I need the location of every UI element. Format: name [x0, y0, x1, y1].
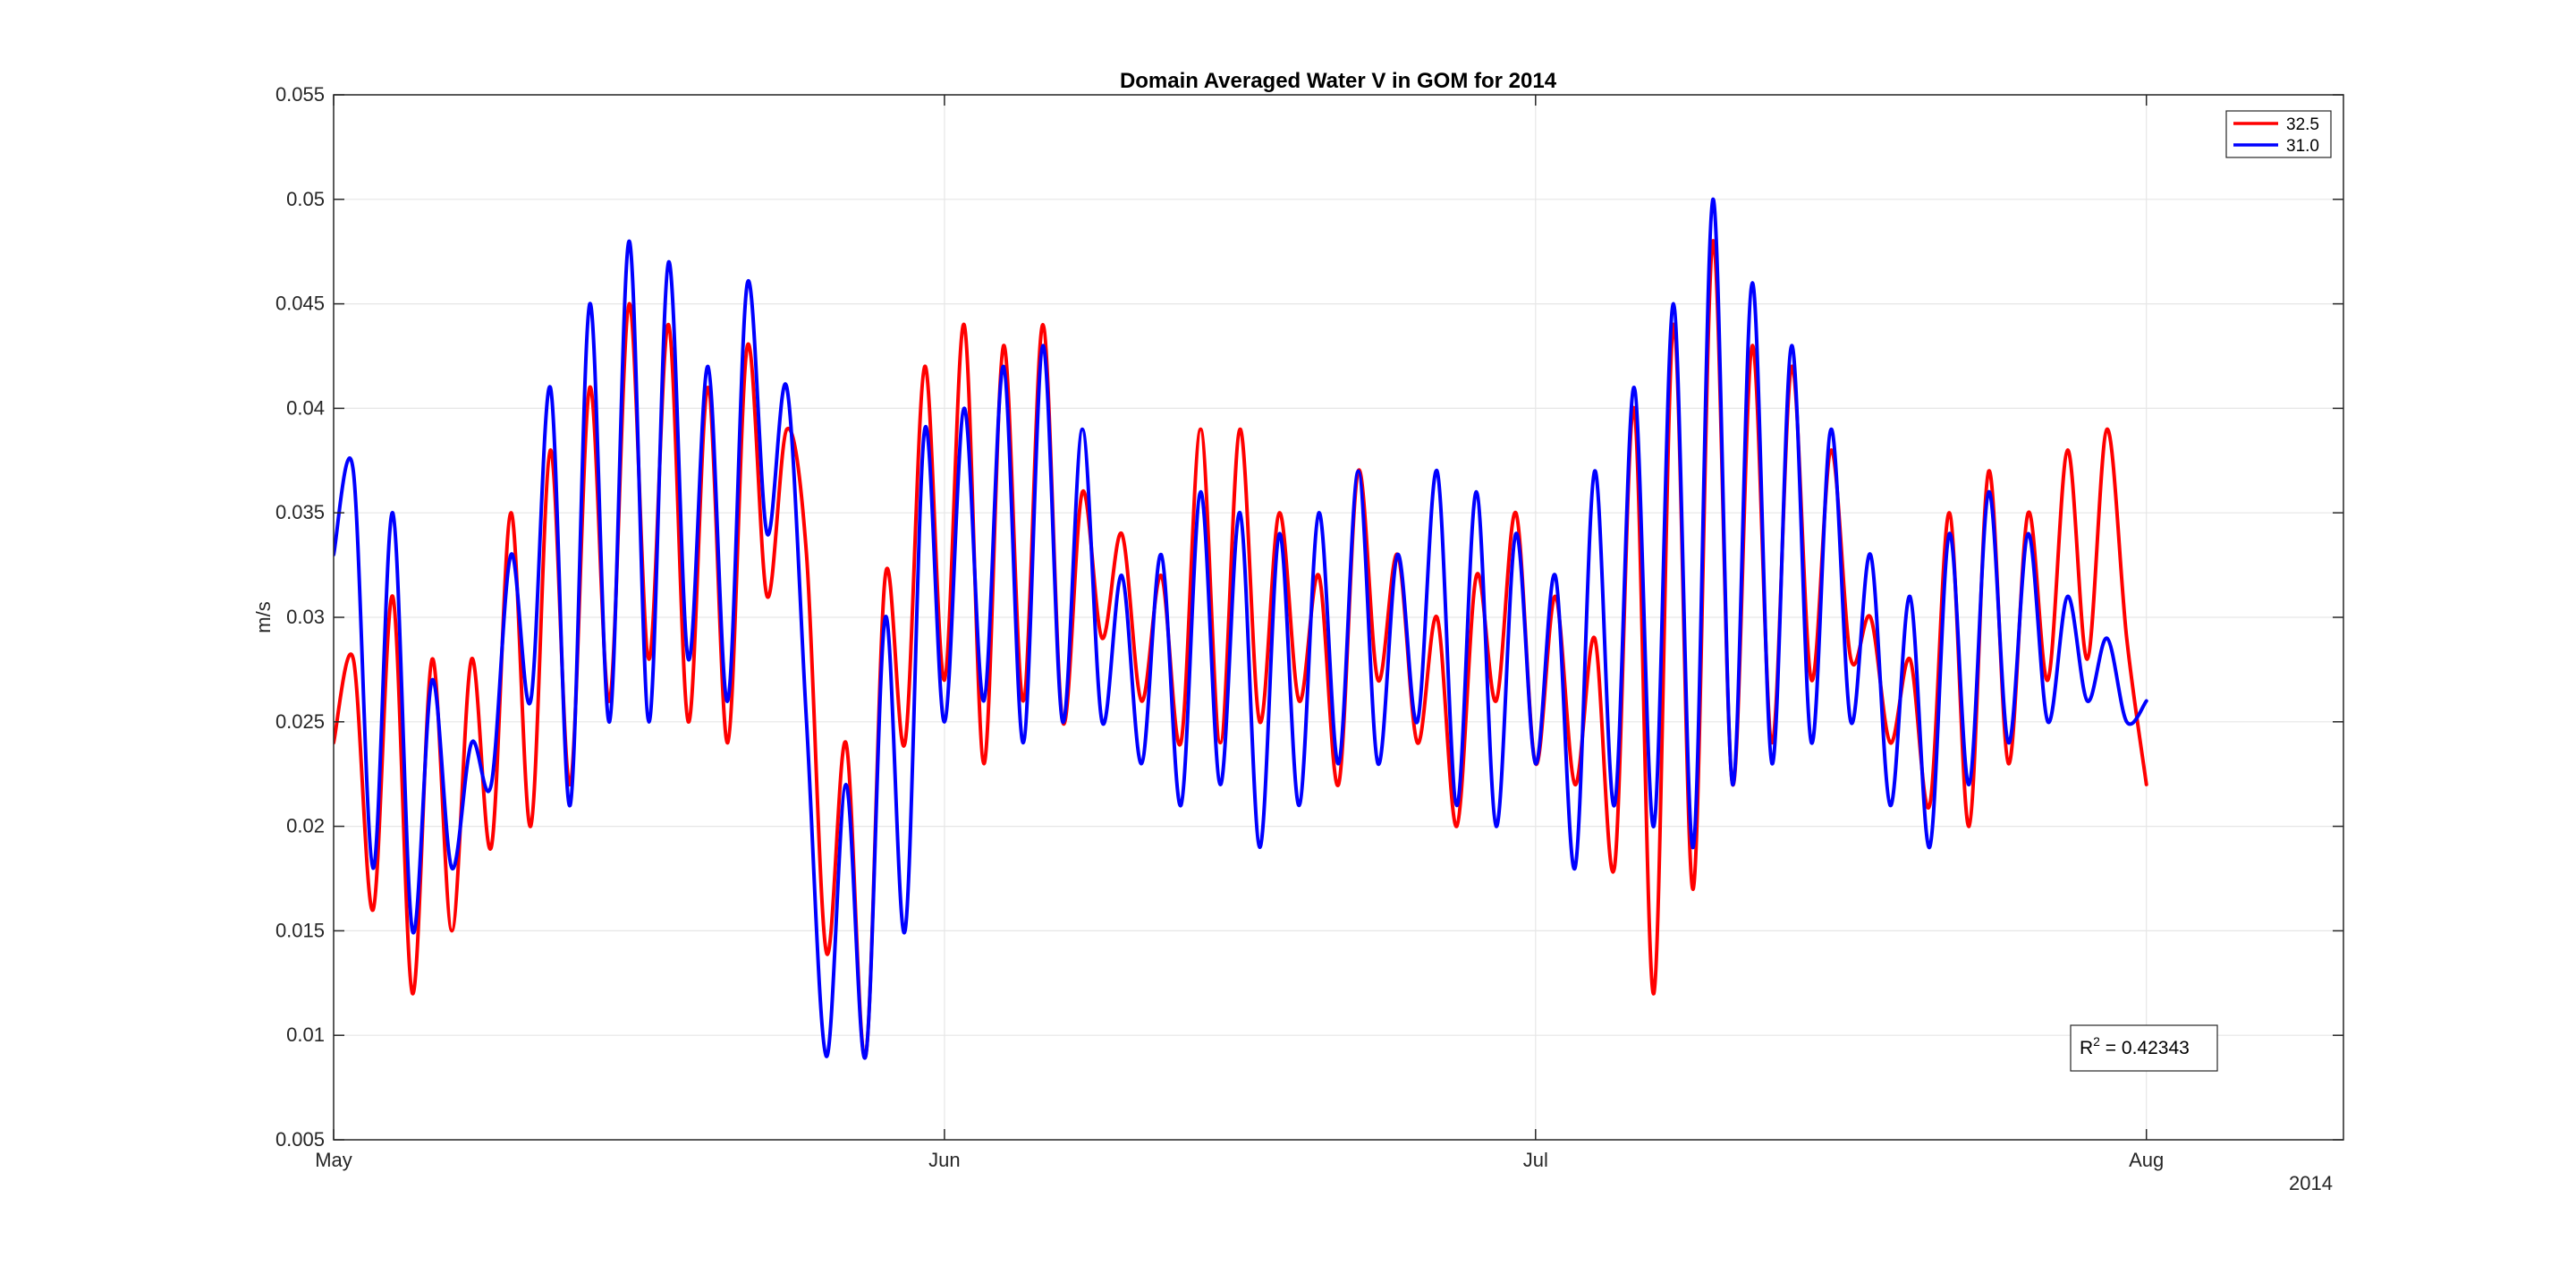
x-tick-label: May [315, 1149, 352, 1171]
legend-label-series-1: 32.5 [2286, 115, 2319, 134]
x-axis-tick-labels: May Jun Jul Aug [315, 1149, 2164, 1171]
y-tick-label: 0.035 [275, 501, 325, 523]
legend-label-series-2: 31.0 [2286, 137, 2319, 156]
y-tick-label: 0.02 [286, 815, 325, 837]
annotation-text: R2 = 0.42343 [2080, 1034, 2190, 1058]
series-layer [334, 197, 2148, 1060]
y-tick-label: 0.005 [275, 1128, 325, 1151]
annotation-value: = 0.42343 [2100, 1038, 2190, 1058]
annotation-box [2070, 1024, 2218, 1072]
x-axis-year-label: 2014 [2289, 1172, 2333, 1194]
y-tick-label: 0.05 [286, 188, 325, 210]
series-line-2 [334, 197, 2148, 1060]
axis-ticks [333, 94, 2343, 1141]
y-tick-label: 0.015 [275, 919, 325, 941]
legend: 32.5 31.0 [2225, 110, 2332, 158]
y-tick-label: 0.03 [286, 606, 325, 628]
y-axis-tick-labels: 0.005 0.01 0.015 0.02 0.025 0.03 0.035 0.04 0.04… [275, 83, 325, 1151]
y-tick-label: 0.04 [286, 396, 325, 419]
y-tick-label: 0.01 [286, 1023, 325, 1046]
annotation-label: R [2080, 1038, 2093, 1058]
y-axis-label: m/s [252, 601, 275, 633]
x-tick-label: Jun [928, 1149, 960, 1171]
r-squared-annotation: R2 = 0.42343 [2070, 1024, 2218, 1072]
y-tick-label: 0.055 [275, 83, 325, 106]
annotation-superscript: 2 [2093, 1034, 2100, 1049]
legend-box [2225, 110, 2332, 158]
y-tick-label: 0.045 [275, 293, 325, 315]
y-tick-label: 0.025 [275, 710, 325, 733]
x-tick-label: Aug [2129, 1149, 2164, 1171]
x-tick-label: Jul [1523, 1149, 1548, 1171]
chart-title: Domain Averaged Water V in GOM for 2014 [1120, 69, 1557, 93]
